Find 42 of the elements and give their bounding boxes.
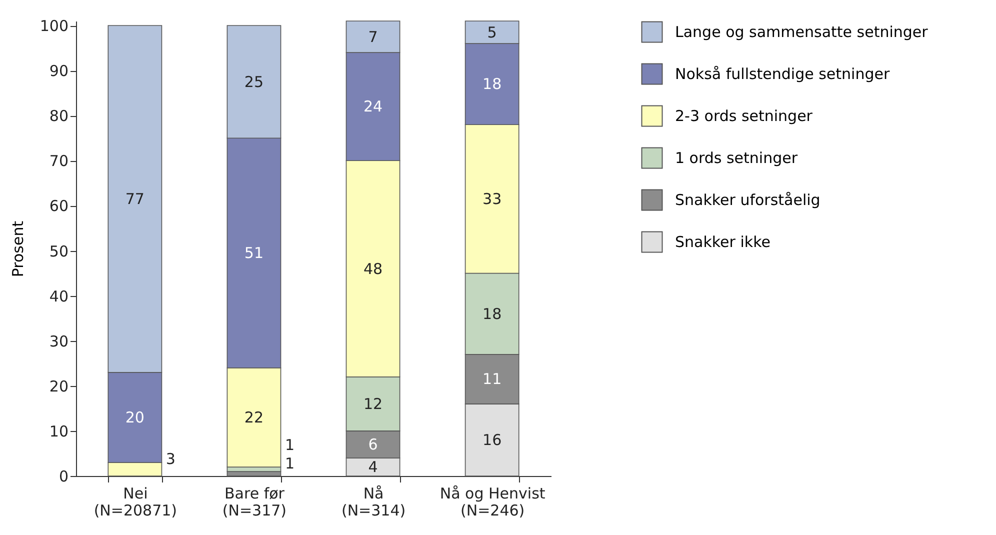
data-label: 48 bbox=[363, 260, 383, 278]
x-tick-label: Bare før (N=317) bbox=[222, 484, 287, 520]
y-tick-label: 80 bbox=[49, 107, 68, 126]
legend-label: Snakker ikke bbox=[675, 233, 770, 251]
data-label: 5 bbox=[487, 23, 497, 42]
data-label: 20 bbox=[125, 408, 144, 426]
x-tick-label: Nei (N=20871) bbox=[94, 484, 178, 520]
x-tick-label: Nå og Henvist (N=246) bbox=[440, 484, 546, 520]
y-tick-label: 100 bbox=[40, 17, 68, 36]
data-label: 18 bbox=[482, 304, 502, 323]
data-label: 22 bbox=[244, 408, 264, 426]
legend-label: Lange og sammensatte setninger bbox=[675, 23, 929, 41]
legend-label: 1 ords setninger bbox=[675, 149, 798, 167]
x-tick-label: Nå (N=314) bbox=[341, 484, 406, 520]
y-tick-label: 20 bbox=[49, 377, 68, 396]
data-label: 7 bbox=[368, 28, 378, 46]
data-label: 3 bbox=[166, 450, 176, 468]
y-tick-label: 10 bbox=[49, 422, 68, 440]
data-label: 24 bbox=[363, 98, 383, 116]
data-label: 33 bbox=[482, 190, 502, 208]
y-tick-label: 60 bbox=[49, 197, 68, 216]
y-tick-label: 50 bbox=[49, 242, 68, 260]
legend-label: 2-3 ords setninger bbox=[675, 107, 814, 125]
data-label: 51 bbox=[244, 244, 264, 262]
legend-label: Snakker uforståelig bbox=[675, 191, 820, 209]
y-tick-label: 40 bbox=[49, 287, 68, 306]
data-label: 1 bbox=[284, 436, 295, 454]
data-label: 77 bbox=[125, 190, 144, 208]
y-tick-label: 70 bbox=[49, 152, 68, 170]
data-label: 1 bbox=[284, 454, 295, 473]
legend-label: Nokså fullstendige setninger bbox=[675, 65, 890, 83]
data-label: 4 bbox=[368, 458, 378, 476]
data-label: 12 bbox=[363, 394, 383, 413]
y-tick-label: 90 bbox=[49, 62, 68, 80]
y-axis-title: Prosent bbox=[8, 220, 27, 278]
data-label: 11 bbox=[482, 370, 502, 388]
data-label: 18 bbox=[482, 75, 502, 94]
data-label: 16 bbox=[482, 430, 502, 449]
y-tick-label: 0 bbox=[58, 468, 68, 486]
y-tick-label: 30 bbox=[49, 332, 68, 350]
data-label: 25 bbox=[244, 72, 264, 91]
data-label: 6 bbox=[368, 435, 378, 454]
